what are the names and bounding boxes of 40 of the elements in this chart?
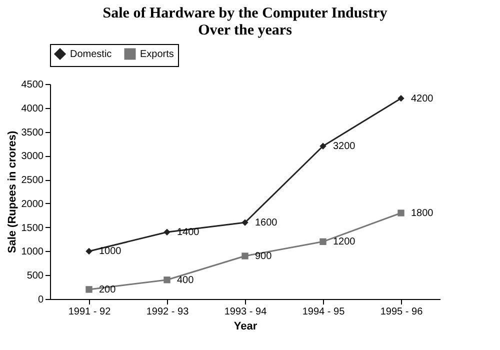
y-tick-label: 4500 (21, 80, 44, 90)
chart-title: Sale of Hardware by the Computer Industry Over the years (102, 6, 388, 38)
y-tick-label: 2000 (21, 198, 44, 210)
y-tick-label: 0 (38, 294, 44, 306)
y-tick-label: 3000 (21, 151, 44, 162)
point (242, 219, 248, 226)
point (164, 228, 170, 236)
data-label: 900 (255, 251, 272, 262)
point (242, 252, 248, 260)
x-tick-label: 1995 - 96 (380, 306, 424, 318)
y-tick-label: 4000 (21, 103, 44, 114)
x-axis-title: Year (234, 320, 258, 332)
y-tick-label: 500 (26, 270, 44, 282)
legend-label: Domestic (70, 49, 112, 60)
point (398, 94, 404, 102)
y-tick-label: 1000 (21, 246, 44, 258)
y-tick-label: 1500 (21, 222, 44, 234)
x-tick-label: 1991 - 92 (68, 306, 112, 318)
x-tick-label: 1993 - 94 (224, 306, 268, 318)
point (320, 238, 326, 246)
x-tick-label: 1992 - 93 (146, 306, 190, 318)
point (320, 142, 326, 150)
point (86, 286, 92, 293)
data-label: 1800 (411, 208, 434, 219)
point (164, 276, 170, 284)
data-label: 400 (177, 274, 194, 286)
x-tick-label: 1994 - 95 (302, 306, 346, 318)
data-label: 1600 (255, 218, 278, 229)
y-tick-label: 3500 (21, 127, 44, 138)
data-label: 4200 (411, 93, 434, 104)
point (398, 210, 404, 216)
legend-label: Exports (140, 49, 174, 60)
data-label: 1000 (99, 246, 122, 258)
data-label: 200 (99, 284, 116, 296)
data-label: 1400 (177, 227, 200, 238)
point (86, 248, 92, 255)
data-label: 1200 (333, 236, 356, 248)
y-axis-title: Sale (Rupees in crores) (6, 130, 18, 254)
y-tick-label: 2500 (21, 175, 44, 186)
data-label: 3200 (333, 141, 356, 152)
